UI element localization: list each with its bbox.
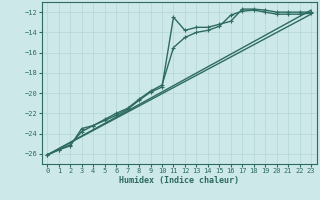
- X-axis label: Humidex (Indice chaleur): Humidex (Indice chaleur): [119, 176, 239, 185]
